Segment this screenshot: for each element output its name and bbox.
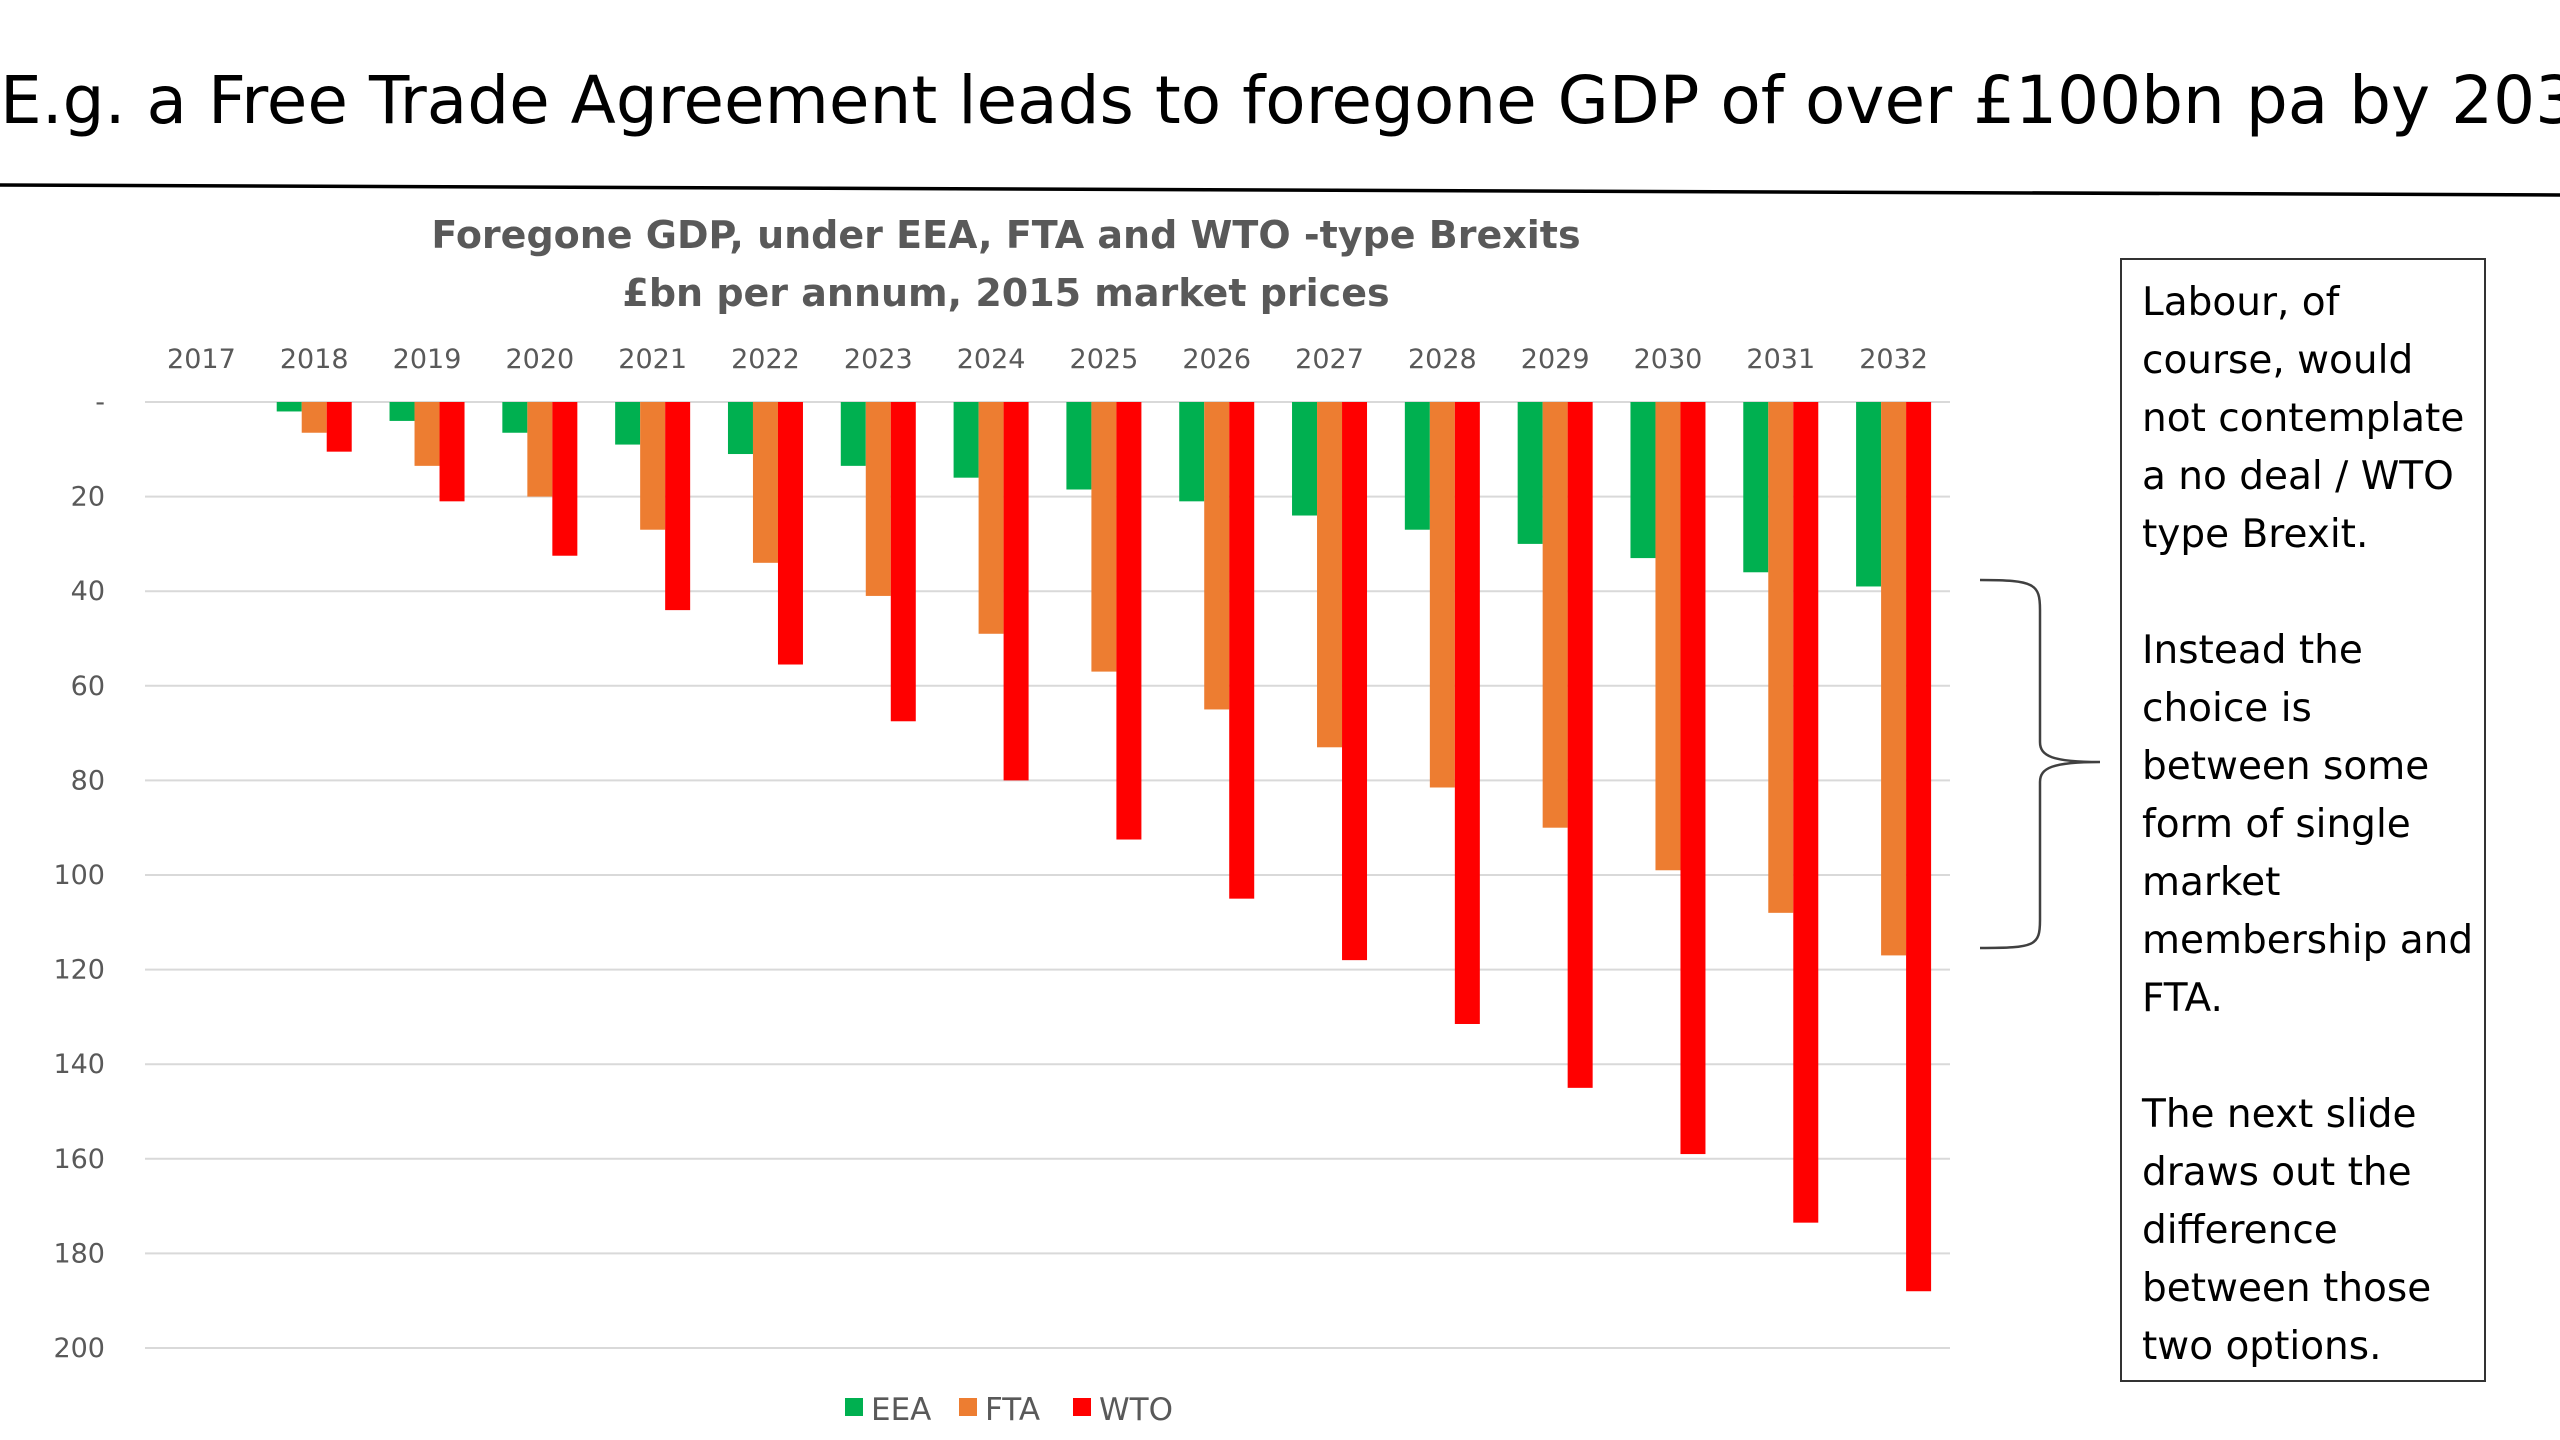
y-tick-label: - [95,387,105,418]
bar-fta-2026 [1204,402,1230,710]
bar-eea-2028 [1404,402,1430,530]
legend-label-fta: FTA [985,1392,1040,1428]
x-tick-label: 2018 [280,344,349,375]
y-tick-label: 20 [71,482,105,513]
bar-eea-2032 [1856,402,1882,587]
bar-eea-2025 [1066,402,1092,490]
x-tick-label: 2023 [844,344,913,375]
bar-wto-2019 [439,402,465,502]
bar-wto-2030 [1680,402,1706,1155]
y-tick-label: 200 [53,1333,105,1364]
y-tick-label: 120 [53,955,105,986]
y-tick-label: 180 [53,1238,105,1269]
x-tick-label: 2029 [1521,344,1590,375]
chart-subtitle: £bn per annum, 2015 market prices [622,271,1389,315]
slide-title: E.g. a Free Trade Agreement leads to for… [0,62,2560,139]
bar-wto-2028 [1454,402,1480,1024]
bar-eea-2031 [1743,402,1769,573]
x-tick-label: 2027 [1295,344,1364,375]
bar-wto-2032 [1906,402,1932,1292]
bar-fta-2029 [1542,402,1568,828]
y-tick-label: 60 [71,671,105,702]
note-box: Labour, of course, would not contemplate… [2120,258,2486,1382]
y-tick-label: 100 [53,860,105,891]
legend: EEA FTA WTO [845,1392,1173,1428]
bar-wto-2026 [1229,402,1255,899]
x-axis: 2017 2018 2019 2020 2021 2022 2023 2024 2025 2026… [167,344,1928,375]
bar-wto-2021 [665,402,691,611]
bar-fta-2023 [865,402,891,596]
y-tick-label: 40 [71,576,105,607]
x-tick-label: 2020 [505,344,574,375]
bar-wto-2023 [890,402,916,722]
chart-title: Foregone GDP, under EEA, FTA and WTO -ty… [431,213,1580,257]
bar-fta-2030 [1655,402,1681,871]
bar-eea-2021 [615,402,641,445]
bar-wto-2022 [777,402,803,665]
x-tick-label: 2026 [1182,344,1251,375]
bar-wto-2031 [1793,402,1819,1223]
bar-eea-2027 [1292,402,1318,516]
bar-eea-2022 [727,402,753,455]
bar-eea-2026 [1179,402,1205,502]
bar-fta-2027 [1317,402,1343,748]
bar-eea-2020 [502,402,528,433]
bar-eea-2023 [840,402,866,466]
y-tick-label: 80 [71,765,105,796]
bars [276,402,1932,1292]
y-tick-label: 140 [53,1049,105,1080]
bar-wto-2027 [1342,402,1368,961]
bar-fta-2024 [978,402,1004,634]
legend-swatch-fta [959,1398,977,1416]
bar-eea-2029 [1517,402,1543,544]
brace-icon [1979,578,2101,950]
bar-wto-2020 [552,402,578,556]
bar-fta-2032 [1881,402,1907,956]
bar-wto-2025 [1116,402,1142,840]
x-tick-label: 2025 [1070,344,1139,375]
x-tick-label: 2028 [1408,344,1477,375]
bar-fta-2031 [1768,402,1794,913]
x-tick-label: 2017 [167,344,236,375]
bar-wto-2029 [1567,402,1593,1088]
bar-fta-2028 [1429,402,1455,788]
bar-fta-2020 [527,402,553,497]
legend-label-eea: EEA [871,1392,931,1428]
bar-fta-2018 [301,402,327,433]
x-tick-label: 2022 [731,344,800,375]
bar-fta-2025 [1091,402,1117,672]
bar-wto-2018 [326,402,352,452]
bar-eea-2024 [953,402,979,478]
bar-wto-2024 [1003,402,1029,781]
legend-label-wto: WTO [1099,1392,1173,1428]
bar-fta-2021 [640,402,666,530]
bar-eea-2018 [276,402,302,412]
bar-fta-2022 [752,402,778,563]
title-divider [0,183,2560,197]
x-tick-label: 2019 [393,344,462,375]
bar-eea-2030 [1630,402,1656,559]
bar-fta-2019 [414,402,440,466]
x-tick-label: 2024 [957,344,1026,375]
x-tick-label: 2021 [618,344,687,375]
y-tick-label: 160 [53,1144,105,1175]
y-axis: - 20 40 60 80 100 120 140 160 180 200 [53,387,105,1364]
legend-swatch-wto [1073,1398,1091,1416]
bar-eea-2019 [389,402,415,421]
x-tick-label: 2031 [1746,344,1815,375]
legend-swatch-eea [845,1398,863,1416]
x-tick-label: 2030 [1634,344,1703,375]
x-tick-label: 2032 [1859,344,1928,375]
